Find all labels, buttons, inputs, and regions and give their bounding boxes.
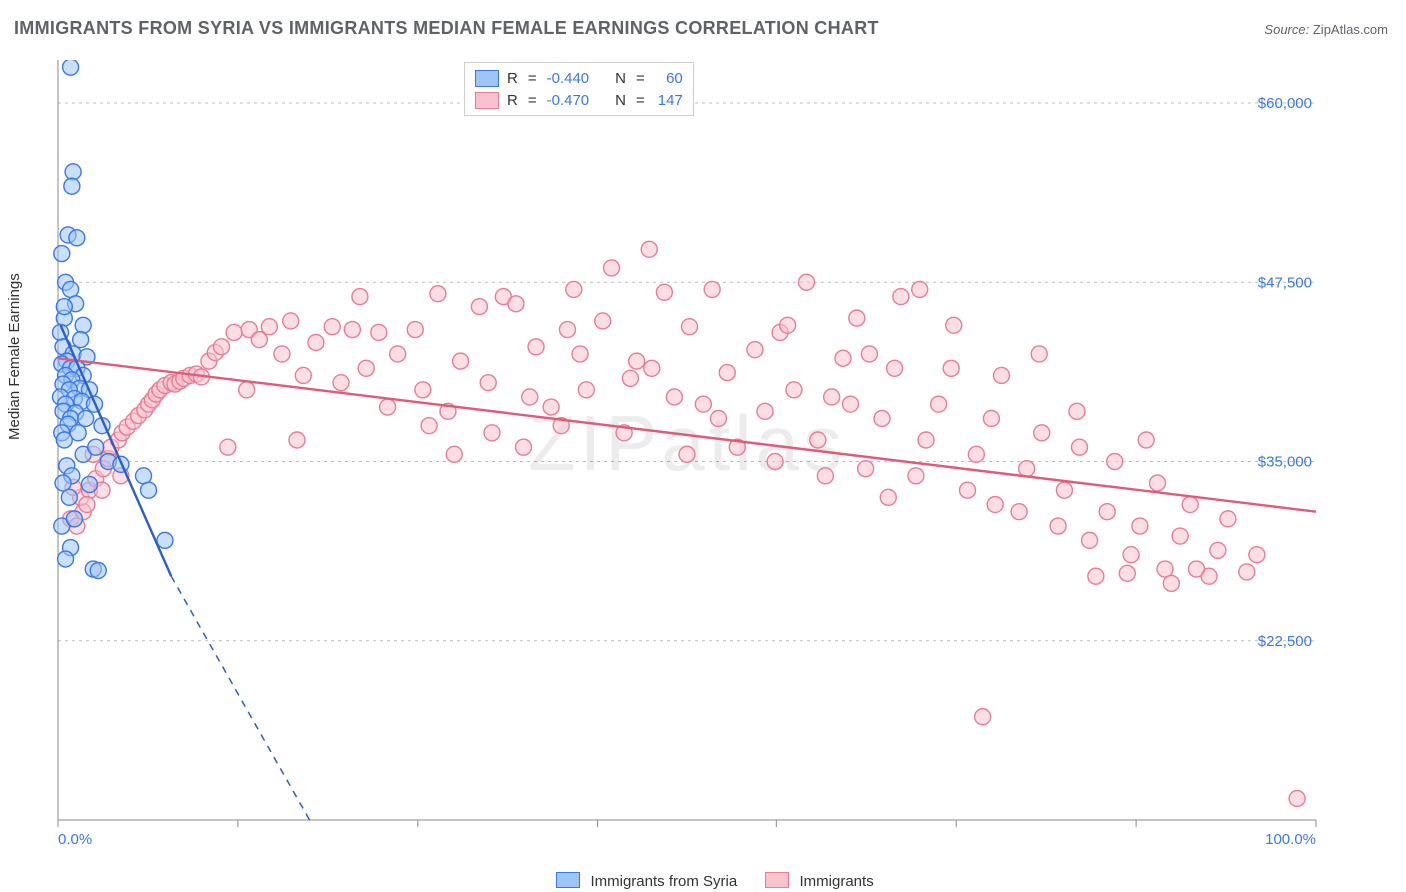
n-value-a: 60 [655,70,683,87]
legend-label-a: Immigrants from Syria [590,873,737,890]
source-value: ZipAtlas.com [1313,22,1388,37]
legend-row-a: R = -0.440 N = 60 [475,67,683,89]
series-legend: Immigrants from Syria Immigrants [0,872,1406,890]
svg-text:$60,000: $60,000 [1258,95,1312,112]
svg-text:$47,500: $47,500 [1258,274,1312,291]
chart-title: IMMIGRANTS FROM SYRIA VS IMMIGRANTS MEDI… [14,18,879,39]
r-label-b: R [507,92,518,109]
source-label: Source: [1264,22,1309,37]
n-value-b: 147 [655,92,683,109]
svg-text:0.0%: 0.0% [58,831,92,848]
svg-text:ZIPatlas: ZIPatlas [528,399,846,487]
y-axis-label: Median Female Earnings [6,273,23,440]
chart-plot: $22,500$35,000$47,500$60,0000.0%100.0%ZI… [46,60,1326,830]
r-label-a: R [507,70,518,87]
svg-text:$35,000: $35,000 [1258,454,1312,471]
legend-swatch-a [475,70,499,87]
source-attribution: Source: ZipAtlas.com [1264,22,1388,37]
legend-label-b: Immigrants [800,873,874,890]
r-value-a: -0.440 [547,70,590,87]
legend-swatch-a-bottom [556,872,580,888]
legend-row-b: R = -0.470 N = 147 [475,89,683,111]
correlation-legend: R = -0.440 N = 60 R = -0.470 N = 147 [464,62,694,116]
r-value-b: -0.470 [547,92,590,109]
n-label-b: N [615,92,626,109]
svg-text:$22,500: $22,500 [1258,633,1312,650]
plot-svg: $22,500 $35,000 $47,500 $60,000 0.0% 100.0% ZI… [46,60,1326,860]
legend-swatch-b-bottom [765,872,789,888]
n-label-a: N [615,70,626,87]
legend-swatch-b [475,92,499,109]
svg-text:100.0%: 100.0% [1265,831,1316,848]
